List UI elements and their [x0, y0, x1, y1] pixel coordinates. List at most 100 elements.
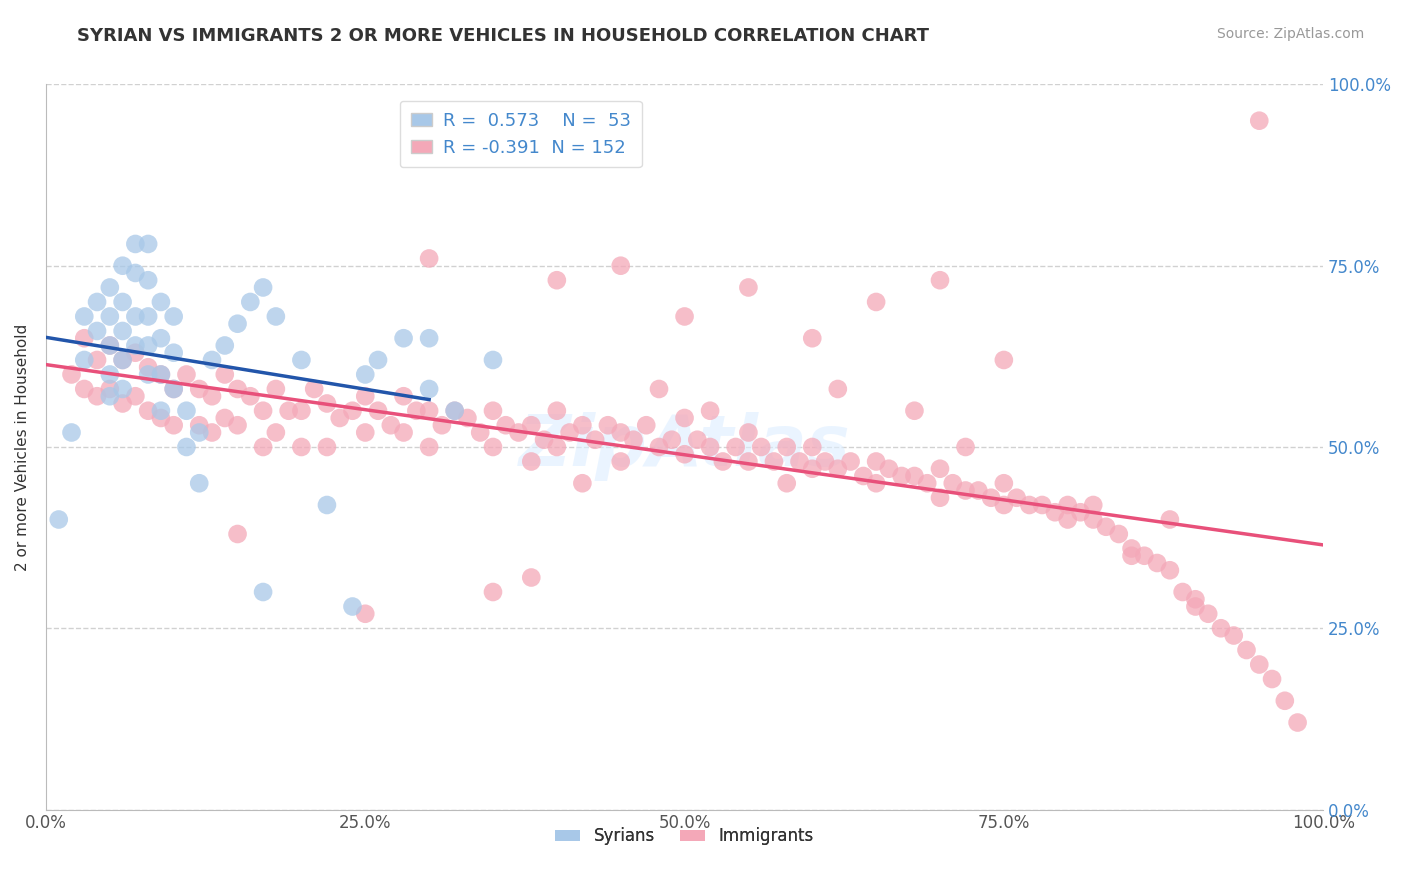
Point: [290, 440, 312, 454]
Point: [188, 418, 211, 433]
Point: [673, 411, 696, 425]
Point: [877, 461, 900, 475]
Point: [342, 599, 364, 614]
Point: [73, 331, 96, 345]
Point: [380, 418, 402, 433]
Point: [571, 418, 593, 433]
Point: [124, 338, 146, 352]
Point: [163, 382, 186, 396]
Point: [1056, 512, 1078, 526]
Point: [1171, 585, 1194, 599]
Point: [648, 440, 671, 454]
Point: [1121, 549, 1143, 563]
Point: [201, 353, 224, 368]
Point: [533, 433, 555, 447]
Point: [418, 403, 440, 417]
Point: [136, 310, 159, 324]
Point: [163, 418, 186, 433]
Point: [558, 425, 581, 440]
Point: [993, 498, 1015, 512]
Point: [264, 382, 287, 396]
Point: [1197, 607, 1219, 621]
Point: [686, 433, 709, 447]
Point: [993, 476, 1015, 491]
Point: [482, 353, 505, 368]
Point: [302, 382, 325, 396]
Point: [673, 447, 696, 461]
Point: [955, 483, 977, 498]
Point: [430, 418, 453, 433]
Point: [277, 403, 299, 417]
Point: [188, 476, 211, 491]
Point: [1146, 556, 1168, 570]
Point: [546, 403, 568, 417]
Point: [546, 273, 568, 287]
Point: [188, 382, 211, 396]
Point: [392, 389, 415, 403]
Point: [596, 418, 619, 433]
Point: [290, 353, 312, 368]
Point: [1209, 621, 1232, 635]
Point: [354, 389, 377, 403]
Point: [214, 368, 236, 382]
Point: [1133, 549, 1156, 563]
Point: [418, 331, 440, 345]
Point: [1261, 672, 1284, 686]
Point: [1236, 643, 1258, 657]
Point: [865, 476, 887, 491]
Point: [980, 491, 1002, 505]
Point: [1083, 498, 1105, 512]
Point: [252, 585, 274, 599]
Point: [124, 389, 146, 403]
Point: [648, 382, 671, 396]
Point: [48, 512, 70, 526]
Point: [776, 476, 799, 491]
Point: [188, 425, 211, 440]
Point: [201, 425, 224, 440]
Point: [214, 411, 236, 425]
Point: [239, 295, 262, 310]
Point: [176, 440, 198, 454]
Point: [252, 280, 274, 294]
Point: [1274, 694, 1296, 708]
Point: [890, 469, 912, 483]
Point: [418, 252, 440, 266]
Point: [111, 353, 134, 368]
Point: [1249, 657, 1271, 672]
Point: [967, 483, 990, 498]
Point: [149, 368, 172, 382]
Text: ZipAtlas: ZipAtlas: [519, 412, 851, 482]
Point: [993, 353, 1015, 368]
Point: [367, 403, 389, 417]
Point: [316, 440, 339, 454]
Point: [903, 403, 925, 417]
Point: [1121, 541, 1143, 556]
Point: [111, 324, 134, 338]
Point: [520, 454, 543, 468]
Point: [136, 273, 159, 287]
Point: [636, 418, 658, 433]
Point: [903, 469, 925, 483]
Point: [98, 338, 121, 352]
Text: SYRIAN VS IMMIGRANTS 2 OR MORE VEHICLES IN HOUSEHOLD CORRELATION CHART: SYRIAN VS IMMIGRANTS 2 OR MORE VEHICLES …: [77, 27, 929, 45]
Point: [149, 331, 172, 345]
Point: [546, 440, 568, 454]
Point: [111, 259, 134, 273]
Point: [737, 454, 759, 468]
Point: [737, 425, 759, 440]
Point: [136, 338, 159, 352]
Point: [1159, 563, 1181, 577]
Point: [571, 476, 593, 491]
Point: [149, 295, 172, 310]
Point: [136, 368, 159, 382]
Point: [724, 440, 747, 454]
Point: [264, 310, 287, 324]
Point: [443, 403, 465, 417]
Point: [1069, 505, 1091, 519]
Point: [482, 585, 505, 599]
Point: [136, 403, 159, 417]
Point: [470, 425, 492, 440]
Point: [354, 425, 377, 440]
Point: [98, 382, 121, 396]
Point: [839, 454, 862, 468]
